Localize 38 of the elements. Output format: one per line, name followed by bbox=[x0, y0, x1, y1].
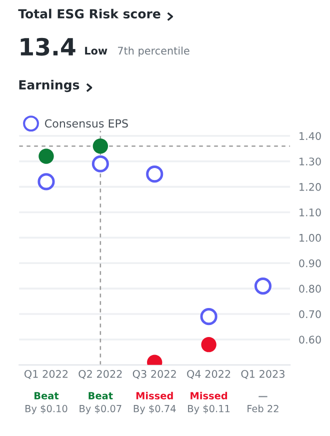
y-tick-label: 1.20 bbox=[300, 183, 321, 191]
point bbox=[92, 138, 108, 154]
x-tick-label: Q3 2022 bbox=[132, 370, 176, 380]
point bbox=[38, 173, 55, 190]
text: Low bbox=[85, 46, 108, 55]
x-tick-label: Q1 2022 bbox=[24, 370, 68, 380]
text: Beat bbox=[34, 392, 59, 400]
y-tick-label: 1.10 bbox=[300, 208, 321, 216]
legend-label: Consensus EPS bbox=[44, 119, 128, 128]
text: Beat bbox=[88, 392, 113, 400]
y-tick-label: 1.40 bbox=[300, 132, 321, 140]
x-tick-label: Q4 2022 bbox=[187, 370, 230, 380]
text: By $0.74 bbox=[134, 404, 176, 414]
text: Missed bbox=[190, 392, 228, 400]
y-tick-label: 0.60 bbox=[299, 336, 321, 344]
point bbox=[146, 166, 164, 183]
y-tick-label: 0.70 bbox=[299, 310, 321, 318]
text: Feb 22 bbox=[248, 404, 278, 412]
text: — bbox=[258, 396, 268, 398]
chart-subtitle: Earnings bbox=[19, 80, 80, 92]
x-tick-label: Q2 2022 bbox=[78, 370, 122, 380]
point bbox=[38, 148, 54, 164]
y-tick-label: 0.80 bbox=[299, 284, 321, 293]
y-tick-label: 1.00 bbox=[300, 234, 321, 242]
y-tick-label: 0.90 bbox=[299, 259, 321, 268]
text: By $0.10 bbox=[26, 404, 68, 414]
text: By $0.07 bbox=[80, 404, 122, 414]
point bbox=[200, 308, 218, 326]
point bbox=[254, 278, 272, 295]
y-tick-label: 1.30 bbox=[300, 158, 321, 166]
x-tick-label: Q1 2023 bbox=[241, 370, 284, 380]
text: By $0.11 bbox=[188, 404, 230, 414]
point bbox=[92, 155, 109, 172]
text: 13.4 bbox=[20, 38, 76, 56]
text: Missed bbox=[136, 392, 173, 400]
point bbox=[201, 336, 216, 352]
text: 7th percentile bbox=[118, 46, 190, 57]
chart-title: Total ESG Risk score bbox=[18, 8, 160, 18]
